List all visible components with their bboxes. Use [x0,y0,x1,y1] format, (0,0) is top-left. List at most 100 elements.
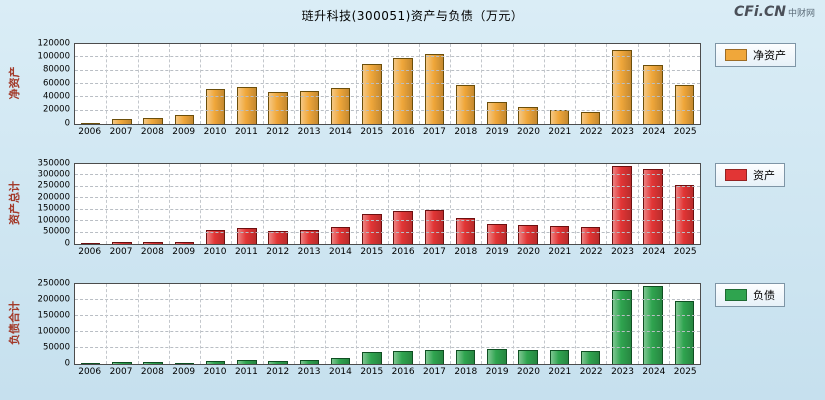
bar-slot [450,44,481,124]
bar-slot [169,164,200,244]
bar-slot [294,44,325,124]
x-tick-label: 2014 [328,247,352,257]
bar-slot [106,44,137,124]
bar-slot [356,44,387,124]
bar [205,230,226,244]
bar [549,225,570,244]
bar-slot [75,44,106,124]
bar-slot [263,284,294,364]
bar-slot [544,284,575,364]
bar [612,50,632,124]
bar [174,362,195,364]
legend-swatch [725,169,747,181]
bar [205,89,226,124]
y-tick-label: 150000 [37,309,70,320]
x-tick-label: 2007 [109,247,133,257]
net-assets-chart: 净资产 0 20000 40000 60000 80000 100000 120000 20… [6,39,817,137]
bar [112,241,132,244]
bar [455,349,476,364]
x-tick-label: 2010 [203,127,227,137]
v-gridline [137,44,139,124]
y-tick-label: 100000 [37,51,70,62]
x-tick-label: 2018 [454,247,478,257]
bar-slot [231,284,262,364]
v-gridline [200,284,201,364]
v-gridline [668,164,670,244]
v-gridline [262,284,264,364]
bar [643,65,663,124]
x-tick-label: 2025 [673,367,697,377]
bar [330,226,351,244]
y-tick-label: 200000 [37,293,70,304]
v-gridline [231,164,233,244]
bar-slot [169,284,200,364]
y-axis-ticks: 0 50000 100000 150000 200000 250000 [22,279,74,367]
v-gridline [293,44,295,124]
bar-slot [294,284,325,364]
bar [487,223,507,244]
bar-slot [75,284,106,364]
x-axis-labels: 2006 2007 2008 2009 2010 2011 2012 2013 2014 2015… [74,127,701,137]
v-gridline [262,44,264,124]
y-axis-title-wrap: 净资产 [6,43,22,123]
bar-slot [138,44,169,124]
x-tick-label: 2016 [391,127,415,137]
v-gridline [168,44,170,124]
x-axis-labels: 2006 2007 2008 2009 2010 2011 2012 2013 2014 2015… [74,247,701,257]
y-axis-title-wrap: 负债合计 [6,283,22,363]
y-tick-label: 50000 [42,341,70,352]
bar [549,110,570,124]
bar-slot [388,44,419,124]
y-tick-label: 150000 [37,203,70,214]
bar [268,360,288,364]
v-gridline [450,44,451,124]
v-gridline [231,44,233,124]
bar-slot [200,44,231,124]
logo-subtext: 中财网 [787,9,815,19]
x-tick-label: 2011 [234,367,258,377]
v-gridline [387,284,389,364]
page-title: 琏升科技(300051)资产与负债（万元） [301,9,524,23]
bar-slot [200,164,231,244]
x-tick-label: 2019 [485,367,509,377]
x-tick-label: 2009 [172,247,196,257]
bar-slot [450,284,481,364]
y-tick-label: 40000 [42,91,70,102]
bar-slot [481,284,512,364]
bar [455,217,476,244]
bar [518,349,538,364]
v-gridline [106,44,108,124]
x-tick-label: 2015 [360,247,384,257]
x-tick-label: 2018 [454,367,478,377]
x-tick-label: 2012 [266,367,290,377]
x-tick-label: 2017 [423,127,446,137]
bar [237,359,257,364]
logo-text: CFi.CN [734,4,786,20]
bar-slot [138,284,169,364]
bar [455,85,476,124]
page-header: 琏升科技(300051)资产与负债（万元） CFi.CN 中财网 [0,0,825,31]
bar [424,54,445,124]
y-tick-label: 20000 [42,104,70,115]
bar [674,300,695,364]
bar [549,349,570,364]
bar [518,225,538,244]
v-gridline [418,44,420,124]
y-tick-label: 350000 [37,157,70,168]
bar-slot [606,284,637,364]
y-tick-label: 0 [64,357,70,368]
bar-slot [325,164,356,244]
v-gridline [293,284,295,364]
x-tick-label: 2025 [673,127,697,137]
bar [112,362,132,364]
v-gridline [356,44,358,124]
bar [643,169,663,244]
y-tick-label: 200000 [37,192,70,203]
legend-swatch [725,49,747,61]
v-gridline [575,44,576,124]
x-tick-label: 2006 [78,127,102,137]
v-gridline [543,284,545,364]
legend-label: 负债 [753,289,775,302]
y-tick-label: 250000 [37,277,70,288]
bar [205,360,226,364]
